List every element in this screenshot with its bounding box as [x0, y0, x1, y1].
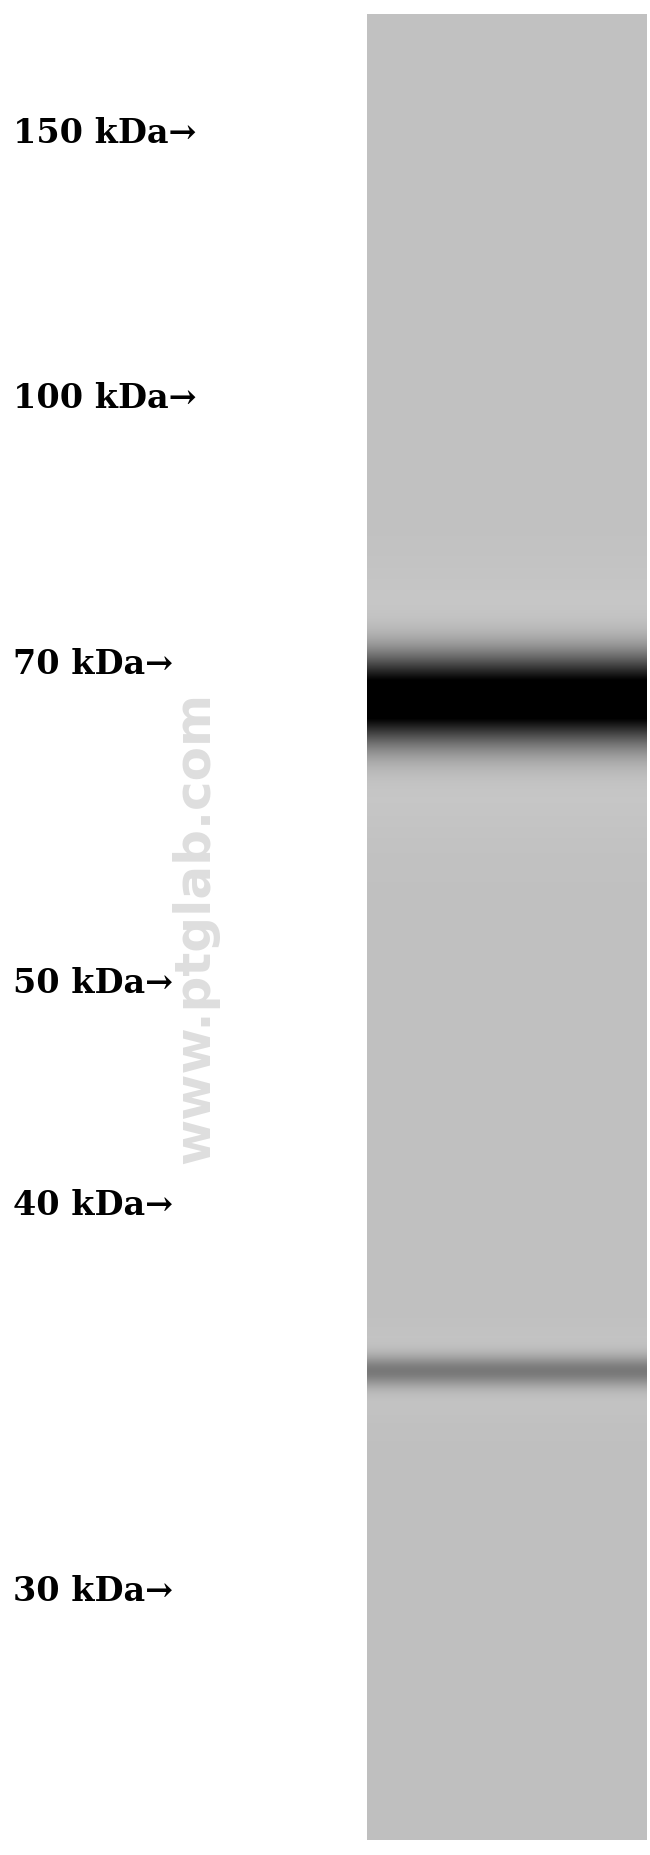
Text: www.ptglab.com: www.ptglab.com	[171, 692, 219, 1163]
Text: 70 kDa→: 70 kDa→	[13, 647, 173, 681]
Text: 50 kDa→: 50 kDa→	[13, 966, 173, 1000]
Text: 100 kDa→: 100 kDa→	[13, 382, 196, 416]
Text: 150 kDa→: 150 kDa→	[13, 117, 196, 150]
Text: 30 kDa→: 30 kDa→	[13, 1575, 173, 1608]
Text: 40 kDa→: 40 kDa→	[13, 1189, 173, 1222]
